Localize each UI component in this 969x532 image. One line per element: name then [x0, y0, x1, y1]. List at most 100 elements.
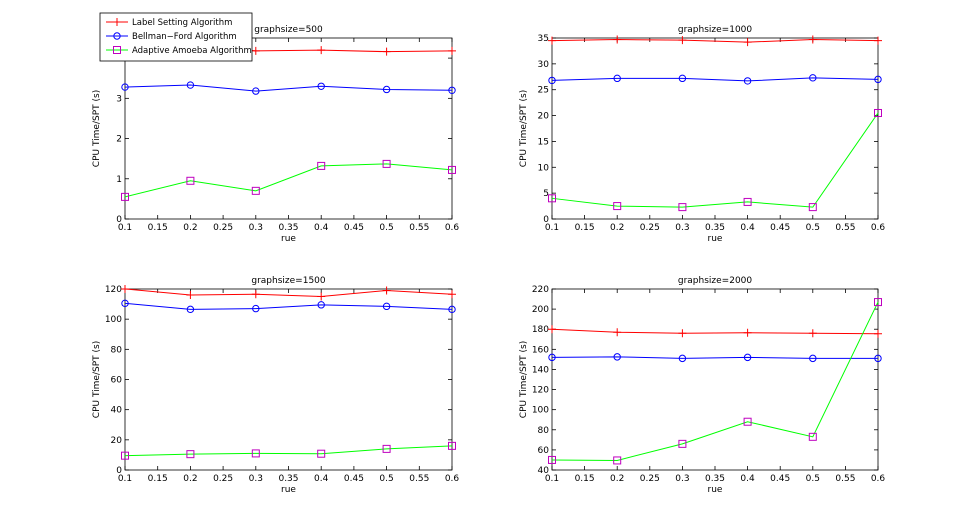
- y-tick-label: 100: [105, 315, 122, 325]
- x-tick-label: 0.5: [806, 223, 820, 233]
- series-line-3: [124, 445, 453, 457]
- data-point-plus: [678, 36, 687, 45]
- y-tick-label: 220: [532, 285, 549, 295]
- data-point-square: [613, 202, 622, 211]
- legend-label: Label Setting Algorithm: [132, 18, 232, 28]
- y-tick-label: 2: [116, 135, 122, 145]
- series-line-3: [551, 301, 879, 461]
- y-tick-label: 0: [116, 466, 122, 476]
- legend-label: Adaptive Amoeba Algorithm: [132, 46, 252, 56]
- x-tick-label: 0.15: [575, 223, 595, 233]
- data-point-plus: [317, 292, 326, 301]
- data-point-plus: [874, 36, 882, 45]
- x-tick-label: 0.6: [871, 223, 886, 233]
- y-tick-label: 120: [532, 386, 549, 396]
- plot-area: [124, 288, 453, 471]
- data-point-plus: [548, 325, 556, 334]
- x-tick-label: 0.25: [213, 223, 233, 233]
- x-axis-label: rue: [281, 485, 296, 495]
- legend-marker-square: [113, 46, 121, 54]
- data-point-circle: [743, 77, 752, 85]
- x-tick-label: 0.4: [740, 474, 755, 484]
- x-tick-label: 0.15: [148, 474, 168, 484]
- y-tick-label: 15: [538, 137, 549, 147]
- data-point-circle: [613, 74, 621, 83]
- data-point-plus: [251, 290, 260, 299]
- data-point-circle: [382, 85, 391, 94]
- y-tick-label: 100: [532, 406, 549, 416]
- y-tick-label: 10: [538, 163, 550, 173]
- data-point-square: [186, 450, 195, 459]
- y-tick-label: 25: [538, 86, 549, 96]
- x-tick-label: 0.55: [835, 223, 855, 233]
- data-point-plus: [678, 329, 687, 338]
- data-point-square: [317, 449, 326, 458]
- y-tick-label: 30: [538, 60, 550, 70]
- y-tick-label: 0: [543, 215, 549, 225]
- x-tick-label: 0.25: [640, 223, 660, 233]
- data-point-square: [448, 441, 456, 450]
- y-tick-label: 140: [532, 365, 549, 375]
- plot-area: [551, 288, 879, 471]
- data-point-plus: [121, 285, 129, 293]
- data-point-circle: [874, 75, 882, 84]
- data-point-square: [121, 192, 129, 201]
- data-point-circle: [317, 82, 325, 90]
- series-line-3: [551, 112, 879, 208]
- series-line-2: [551, 77, 879, 82]
- data-point-circle: [448, 305, 456, 314]
- x-tick-label: 0.45: [770, 223, 790, 233]
- data-point-circle: [678, 74, 687, 83]
- data-point-plus: [743, 38, 752, 47]
- series-line-1: [551, 39, 879, 43]
- x-tick-label: 0.55: [409, 223, 429, 233]
- data-point-square: [186, 176, 195, 185]
- x-tick-label: 0.1: [545, 223, 559, 233]
- data-point-circle: [613, 353, 621, 361]
- legend-marker-circle: [113, 32, 121, 40]
- x-tick-label: 0.25: [640, 474, 660, 484]
- data-point-square: [448, 165, 456, 174]
- data-point-square: [678, 439, 687, 448]
- data-point-square: [808, 432, 817, 441]
- data-point-square: [548, 455, 556, 464]
- data-point-circle: [548, 353, 556, 362]
- chart-title: graphsize=2000: [678, 276, 753, 286]
- y-tick-label: 20: [538, 112, 550, 122]
- y-tick-label: 35: [538, 34, 549, 44]
- data-point-square: [874, 108, 882, 117]
- y-tick-label: 40: [111, 406, 123, 416]
- y-tick-label: 80: [111, 345, 123, 355]
- data-point-square: [382, 444, 391, 453]
- x-tick-label: 0.45: [344, 223, 364, 233]
- x-tick-label: 0.45: [770, 474, 790, 484]
- data-point-plus: [808, 35, 817, 44]
- data-point-circle: [121, 83, 129, 91]
- x-tick-label: 0.3: [675, 474, 689, 484]
- chart-title: graphsize=1000: [678, 25, 753, 35]
- data-point-circle: [186, 305, 195, 314]
- x-tick-label: 0.35: [705, 474, 725, 484]
- x-tick-label: 0.2: [610, 223, 624, 233]
- x-tick-label: 0.25: [213, 474, 233, 484]
- chart-panel-4: 0.1 0.15 0.2 0.25 0.3 0.35 0.4 0.45 0.5 0.55 0.6 40…: [519, 276, 885, 495]
- x-tick-label: 0.35: [278, 223, 298, 233]
- x-axis-label: rue: [708, 234, 723, 244]
- x-tick-label: 0.35: [278, 474, 298, 484]
- data-point-circle: [678, 354, 687, 363]
- data-point-circle: [874, 354, 882, 363]
- data-point-plus: [448, 46, 456, 55]
- x-tick-label: 0.6: [445, 474, 460, 484]
- x-tick-label: 0.2: [183, 474, 197, 484]
- data-point-plus: [317, 46, 326, 55]
- x-tick-label: 0.2: [183, 223, 197, 233]
- legend: Label Setting Algorithm Bellman−Ford Algo…: [99, 12, 253, 62]
- x-tick-label: 0.1: [118, 474, 132, 484]
- data-point-circle: [252, 87, 260, 95]
- data-point-square: [317, 161, 326, 170]
- x-tick-label: 0.6: [445, 223, 460, 233]
- y-axis-label: CPU Time/SPT (s): [92, 341, 102, 418]
- data-point-square: [874, 298, 882, 307]
- x-tick-label: 0.2: [610, 474, 624, 484]
- x-axis-label: rue: [281, 234, 296, 244]
